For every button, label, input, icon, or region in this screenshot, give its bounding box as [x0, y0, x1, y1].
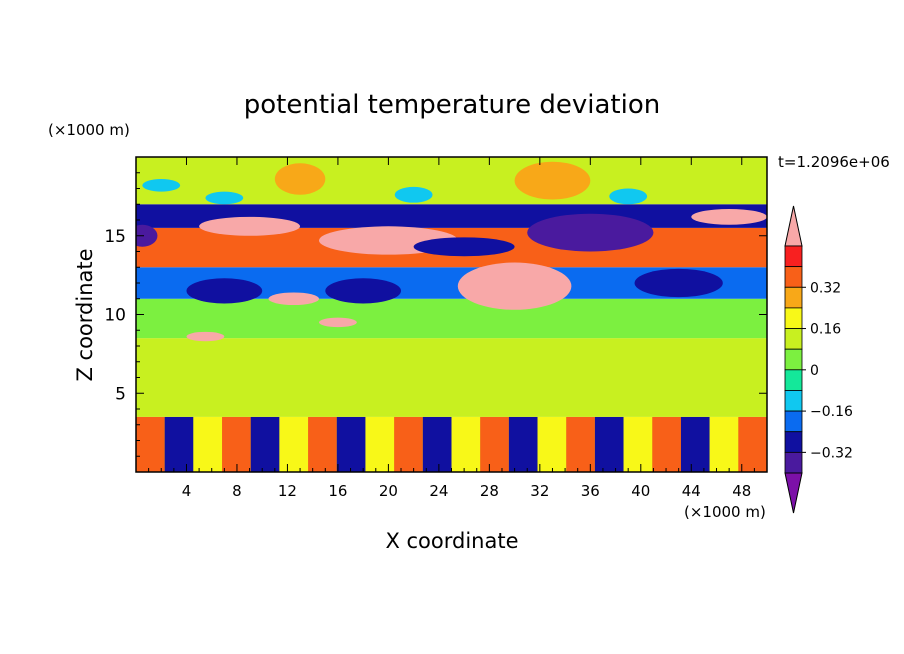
y-tick-label: 10: [104, 306, 126, 326]
colorbar-bottom-triangle: [784, 472, 803, 514]
x-tick-label: 4: [182, 482, 192, 500]
x-tick-label: 32: [530, 482, 549, 500]
field-band: [136, 338, 767, 417]
field-column: [537, 416, 567, 472]
x-tick-label: 20: [379, 482, 398, 500]
y-tick-label: 5: [115, 384, 126, 404]
field-column: [508, 416, 538, 472]
field-feature: [142, 179, 181, 192]
x-tick-label: 40: [631, 482, 650, 500]
plot-area: [135, 156, 768, 473]
y-axis-label: Z coordinate: [73, 248, 97, 381]
field-column: [250, 416, 280, 472]
contour-field: [136, 157, 767, 472]
field-column: [422, 416, 452, 472]
field-column: [709, 416, 739, 472]
y-tick-label: 15: [104, 227, 126, 247]
field-column: [594, 416, 624, 472]
field-column: [451, 416, 481, 472]
x-tick-label: 48: [732, 482, 751, 500]
field-band: [136, 298, 767, 339]
field-column: [164, 416, 194, 472]
field-feature: [609, 188, 648, 205]
field-column: [336, 416, 366, 472]
y-unit-label: (×1000 m): [48, 121, 130, 139]
time-label: t=1.2096e+06: [778, 153, 890, 171]
field-column: [136, 416, 165, 472]
colorbar-box: [784, 390, 803, 412]
field-column: [652, 416, 681, 472]
field-column: [365, 416, 395, 472]
field-feature: [325, 278, 402, 304]
field-feature: [457, 262, 572, 310]
x-tick-label: 28: [480, 482, 499, 500]
colorbar: 0.32 0.16 0 −0.16 −0.32: [784, 205, 853, 514]
field-feature: [527, 213, 654, 252]
field-column: [738, 416, 767, 472]
x-tick-label: 8: [232, 482, 242, 500]
field-feature: [186, 331, 225, 342]
field-feature: [514, 161, 591, 200]
x-unit-label: (×1000 m): [684, 503, 766, 521]
field-feature: [413, 237, 515, 257]
colorbar-box: [784, 328, 803, 350]
field-column: [222, 416, 251, 472]
field-feature: [274, 163, 326, 195]
colorbar-box: [784, 245, 803, 268]
field-column: [566, 416, 595, 472]
field-feature: [268, 292, 319, 306]
field-feature: [205, 191, 244, 205]
y-axis: 5 10 15: [104, 172, 767, 457]
x-axis-label: X coordinate: [385, 529, 518, 553]
x-tick-label: 16: [328, 482, 347, 500]
colorbar-box: [784, 369, 803, 391]
colorbar-label: 0.32: [810, 280, 841, 296]
colorbar-box: [784, 348, 803, 371]
field-feature: [199, 216, 301, 236]
field-feature: [186, 278, 263, 304]
field-column: [279, 416, 309, 472]
x-tick-label: 24: [429, 482, 448, 500]
colorbar-label: −0.32: [810, 445, 853, 461]
x-tick-label: 36: [581, 482, 600, 500]
field-feature: [691, 208, 767, 225]
colorbar-label: 0: [810, 363, 819, 379]
colorbar-box: [784, 451, 803, 474]
field-column: [193, 416, 223, 472]
field-feature: [634, 268, 723, 298]
field-feature: [394, 186, 433, 203]
colorbar-label: 0.16: [810, 322, 841, 338]
field-column: [308, 416, 337, 472]
colorbar-box: [784, 307, 803, 329]
chart-title: potential temperature deviation: [244, 90, 660, 120]
field-column: [623, 416, 653, 472]
colorbar-top-triangle: [784, 205, 803, 247]
field-column: [680, 416, 710, 472]
colorbar-box: [784, 410, 803, 433]
x-axis: 4 8 12 16 20 24 28 32 36 40 44 48: [148, 157, 755, 500]
field-column: [480, 416, 509, 472]
field-feature: [318, 317, 357, 328]
x-tick-label: 44: [682, 482, 701, 500]
colorbar-box: [784, 286, 803, 309]
colorbar-box: [784, 266, 803, 288]
colorbar-label: −0.16: [810, 404, 853, 420]
x-tick-label: 12: [278, 482, 297, 500]
field-feature: [136, 224, 158, 247]
field-column: [394, 416, 423, 472]
colorbar-box: [784, 431, 803, 453]
